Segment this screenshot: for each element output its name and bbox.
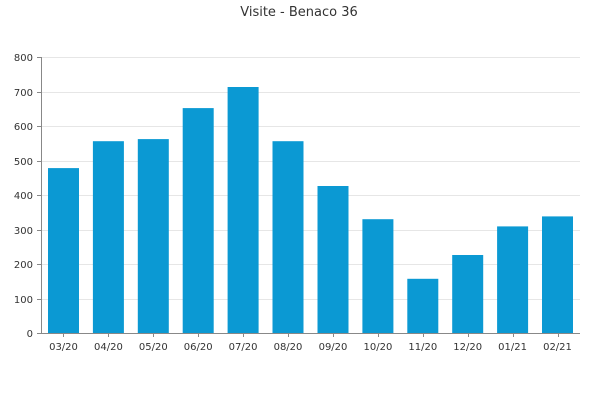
x-tick-label: 11/20 [408, 342, 437, 353]
x-tick-label: 12/20 [453, 342, 482, 353]
chart-title: Visite - Benaco 36 [240, 5, 358, 20]
x-tick-label: 04/20 [94, 342, 123, 353]
x-tick-label: 06/20 [184, 342, 213, 353]
y-tick-labels: 0 100 200 300 400 500 600 700 800 [14, 53, 41, 340]
y-tick-label: 300 [14, 226, 33, 237]
bars [48, 87, 573, 333]
bar-10-20 [362, 219, 394, 333]
x-tick-label: 09/20 [319, 342, 348, 353]
bar-03-20 [48, 168, 79, 333]
y-tick-label: 700 [14, 88, 33, 99]
x-tick-labels: 03/20 04/20 05/20 06/20 07/20 08/20 09/20 10/20… [49, 333, 572, 353]
bar-11-20 [407, 278, 439, 333]
x-tick-label: 01/21 [498, 342, 527, 353]
bar-04-20 [92, 141, 124, 333]
y-tick-label: 800 [14, 53, 33, 64]
x-tick-label: 05/20 [139, 342, 168, 353]
bar-07-20 [227, 87, 259, 333]
bar-06-20 [182, 108, 214, 333]
x-tick-label: 03/20 [49, 342, 78, 353]
x-tick-label: 10/20 [363, 342, 392, 353]
grid-lines [41, 57, 580, 300]
y-tick-label: 200 [14, 260, 33, 271]
bar-09-20 [317, 186, 349, 333]
y-tick-label: 0 [27, 329, 33, 340]
bar-02-21 [542, 216, 573, 333]
bar-05-20 [137, 139, 169, 333]
x-tick-label: 02/21 [543, 342, 572, 353]
axes [41, 57, 580, 334]
bar-12-20 [452, 255, 484, 333]
x-tick-label: 08/20 [274, 342, 303, 353]
y-tick-label: 400 [14, 191, 33, 202]
bar-01-21 [497, 226, 529, 333]
y-tick-label: 600 [14, 122, 33, 133]
y-tick-label: 100 [14, 295, 33, 306]
bar-08-20 [272, 141, 304, 333]
y-tick-label: 500 [14, 157, 33, 168]
x-tick-label: 07/20 [229, 342, 258, 353]
